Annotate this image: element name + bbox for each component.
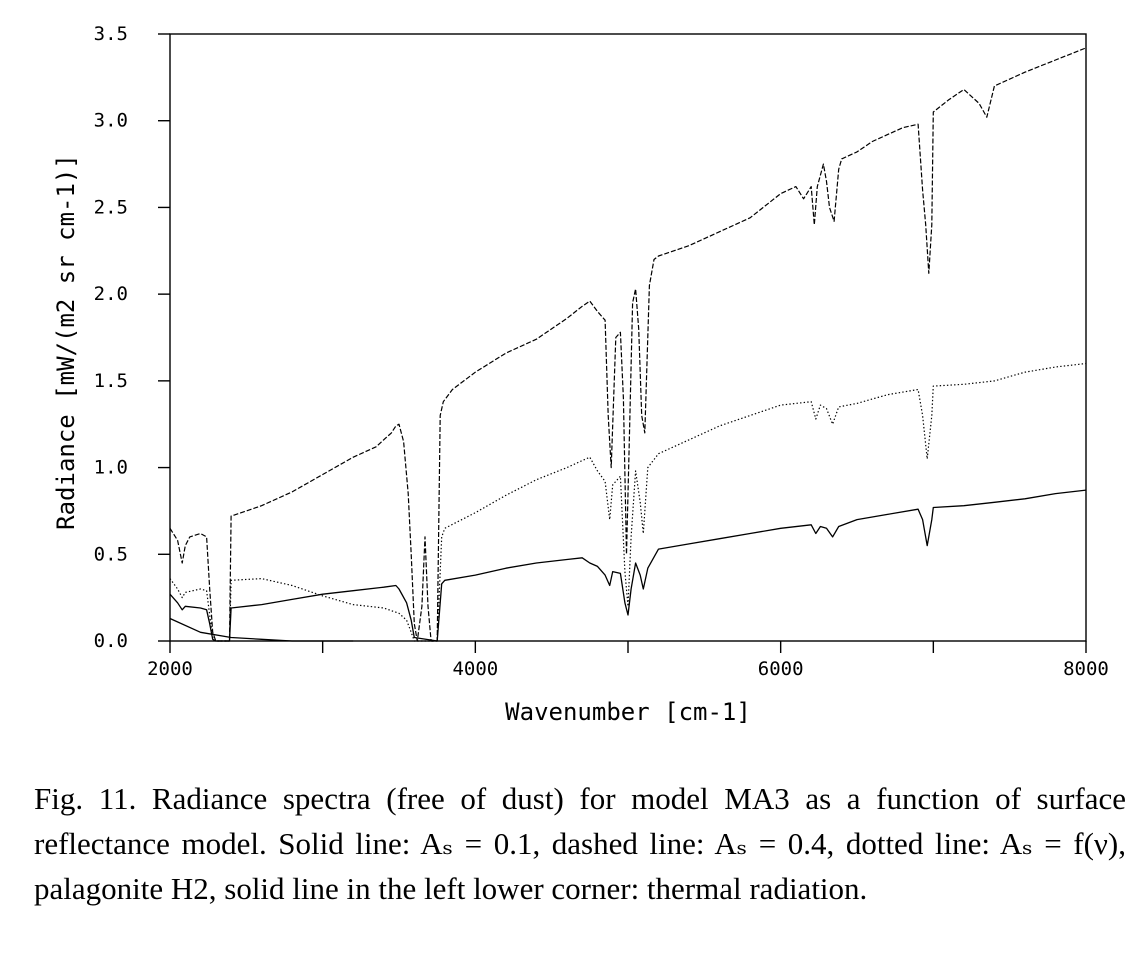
y-tick-label: 0.0 — [94, 630, 128, 652]
x-axis-label: Wavenumber [cm-1] — [505, 698, 751, 726]
x-tick-label: 8000 — [1063, 658, 1109, 680]
y-tick-label: 3.0 — [94, 110, 128, 132]
figure-caption: Fig. 11. Radiance spectra (free of dust)… — [34, 781, 1126, 906]
y-tick-label: 1.0 — [94, 457, 128, 479]
radiance-chart: 0.0 0.5 1.0 1.5 2.0 2.5 3.0 3.5 2000 4000 6000 8000… — [52, 23, 1109, 726]
x-tick-label: 6000 — [758, 658, 804, 680]
y-tick-label: 2.0 — [94, 283, 128, 305]
plot-frame — [169, 33, 1087, 642]
series-line-dotted-1 — [169, 362, 1087, 642]
y-tick-label: 2.5 — [94, 196, 128, 218]
axis-tick-labels: 0.0 0.5 1.0 1.5 2.0 2.5 3.0 3.5 2000 4000 6000 8000 — [94, 23, 1109, 680]
series-line-dashed-0 — [169, 47, 1087, 642]
series-line-solid-3 — [169, 617, 354, 642]
y-axis-label: Radiance [mW/(m2 sr cm-1)] — [52, 154, 80, 530]
x-tick-label: 4000 — [452, 658, 498, 680]
series-line-solid-2 — [169, 489, 1087, 642]
series-group — [169, 47, 1087, 642]
x-tick-label: 2000 — [147, 658, 193, 680]
y-tick-label: 0.5 — [94, 543, 128, 565]
y-tick-label: 3.5 — [94, 23, 128, 45]
y-tick-label: 1.5 — [94, 370, 128, 392]
axis-ticks — [158, 33, 1087, 653]
